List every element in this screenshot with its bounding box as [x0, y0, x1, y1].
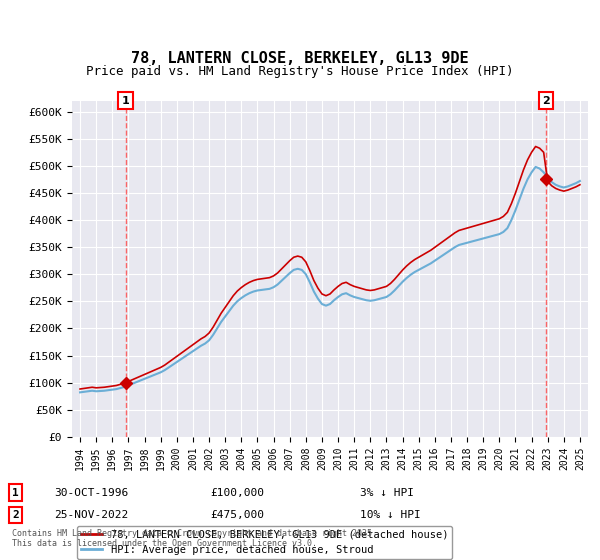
- Text: Price paid vs. HM Land Registry's House Price Index (HPI): Price paid vs. HM Land Registry's House …: [86, 65, 514, 78]
- Text: 25-NOV-2022: 25-NOV-2022: [54, 510, 128, 520]
- Text: 10% ↓ HPI: 10% ↓ HPI: [360, 510, 421, 520]
- Text: 1: 1: [12, 488, 19, 498]
- Legend: 78, LANTERN CLOSE, BERKELEY, GL13 9DE (detached house), HPI: Average price, deta: 78, LANTERN CLOSE, BERKELEY, GL13 9DE (d…: [77, 526, 452, 559]
- Text: 2: 2: [542, 96, 550, 106]
- Text: 1: 1: [122, 96, 130, 106]
- Text: 30-OCT-1996: 30-OCT-1996: [54, 488, 128, 498]
- Text: 2: 2: [12, 510, 19, 520]
- Text: 78, LANTERN CLOSE, BERKELEY, GL13 9DE: 78, LANTERN CLOSE, BERKELEY, GL13 9DE: [131, 52, 469, 66]
- Text: £100,000: £100,000: [210, 488, 264, 498]
- Text: 3% ↓ HPI: 3% ↓ HPI: [360, 488, 414, 498]
- Text: £475,000: £475,000: [210, 510, 264, 520]
- Text: Contains HM Land Registry data © Crown copyright and database right 2025.
This d: Contains HM Land Registry data © Crown c…: [12, 529, 377, 548]
